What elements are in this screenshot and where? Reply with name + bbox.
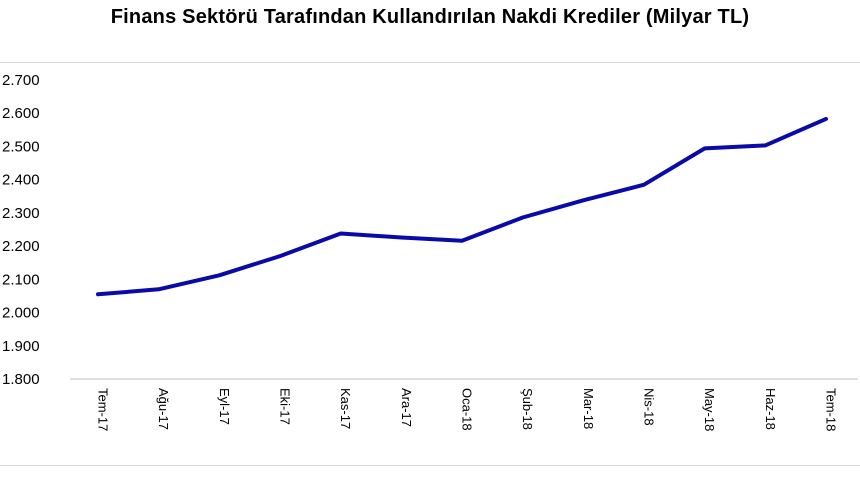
y-tick-label: 1.800: [2, 371, 40, 388]
y-tick-label: 2.100: [2, 271, 40, 288]
x-tick-label: Eyl-17: [217, 388, 232, 425]
x-tick-label: Nis-18: [642, 388, 657, 426]
series-group: [96, 116, 828, 297]
y-tick-label: 2.500: [2, 138, 40, 155]
y-tick-label: 2.300: [2, 205, 40, 222]
x-tick-label: Kas-17: [338, 388, 353, 429]
chart-title: Finans Sektörü Tarafından Kullandırılan …: [110, 6, 750, 28]
bottom-divider: [0, 465, 860, 466]
x-tick-label: Mar-18: [581, 388, 596, 429]
x-tick-label: Haz-18: [763, 388, 778, 430]
y-tick-label: 2.000: [2, 305, 40, 322]
x-tick-label: Ağu-17: [156, 388, 171, 430]
x-tick-label: Ara-17: [399, 388, 414, 427]
y-tick-label: 2.700: [2, 72, 40, 89]
series-line: [96, 116, 828, 297]
x-axis-ticks: Tem-17 Ağu-17 Eyl-17 Eki-17 Kas-17 Ara-17 Oca-…: [96, 388, 839, 431]
x-tick-label: Şub-18: [520, 388, 535, 430]
y-tick-label: 2.200: [2, 238, 40, 255]
y-tick-label: 2.400: [2, 172, 40, 189]
x-tick-label: Tem-17: [96, 388, 111, 431]
x-tick-label: Oca-18: [460, 388, 475, 431]
y-tick-label: 1.900: [2, 338, 40, 355]
y-tick-label: 2.600: [2, 105, 40, 122]
y-axis-ticks: 2.700 2.600 2.500 2.400 2.300 2.200 2.100 2.000…: [2, 72, 40, 388]
x-tick-label: Eki-17: [278, 388, 293, 425]
x-tick-label: May-18: [702, 388, 717, 431]
top-divider: [0, 62, 860, 63]
x-tick-label: Tem-18: [824, 388, 839, 431]
